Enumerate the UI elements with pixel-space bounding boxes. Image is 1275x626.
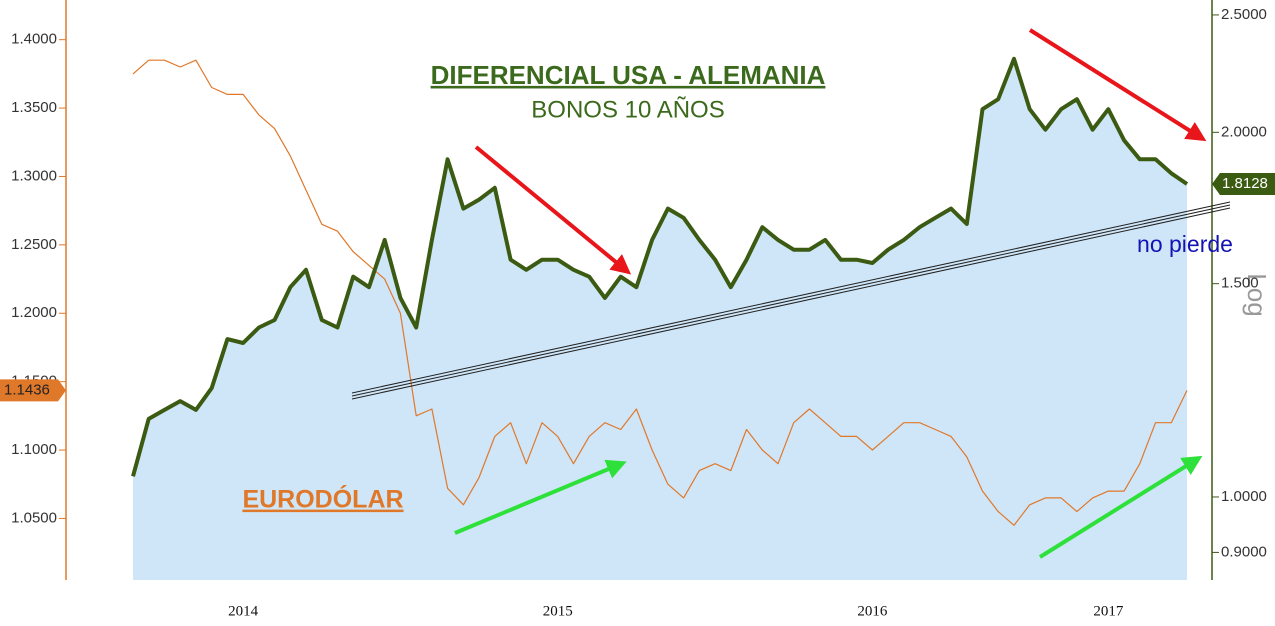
x-tick-label: 2017	[1093, 603, 1124, 619]
last-value-label: 1.1436	[4, 381, 50, 398]
plot-area	[131, 56, 1189, 581]
x-tick-label: 2015	[543, 603, 573, 619]
y2-tick-label: 1.500	[1221, 275, 1259, 292]
y2-tick-label: 1.0000	[1221, 488, 1267, 505]
x-tick-label: 2014	[228, 603, 259, 619]
y-tick-label: 1.0500	[11, 509, 57, 526]
last-value-badge	[1212, 173, 1275, 196]
y2-axis-label: Log	[1242, 273, 1272, 316]
chart-subtitle: BONOS 10 AÑOS	[531, 96, 724, 123]
trend-line	[351, 201, 1231, 400]
y-tick-label: 1.2500	[11, 236, 57, 253]
y2-tick-label: 2.0000	[1221, 123, 1267, 140]
series-label: EURODÓLAR	[242, 484, 403, 514]
y2-tick-label: 2.5000	[1221, 6, 1267, 23]
last-value-badge	[0, 379, 66, 402]
arrows	[454, 28, 1207, 559]
annotation: no pierde	[1137, 231, 1233, 257]
y-tick-label: 1.3000	[11, 167, 57, 184]
y-tick-label: 1.1000	[11, 441, 57, 458]
y2-tick-label: 0.9000	[1221, 543, 1267, 560]
chart-title: DIFERENCIAL USA - ALEMANIA	[431, 60, 826, 90]
series-line	[131, 56, 1189, 477]
series-line	[132, 59, 1188, 526]
last-value-label: 1.8128	[1222, 175, 1268, 192]
y-tick-label: 1.3500	[11, 99, 57, 116]
y-tick-label: 1.4000	[11, 31, 57, 48]
x-tick-label: 2016	[857, 603, 888, 619]
y-tick-label: 1.2000	[11, 304, 57, 321]
series-area	[133, 58, 1187, 581]
